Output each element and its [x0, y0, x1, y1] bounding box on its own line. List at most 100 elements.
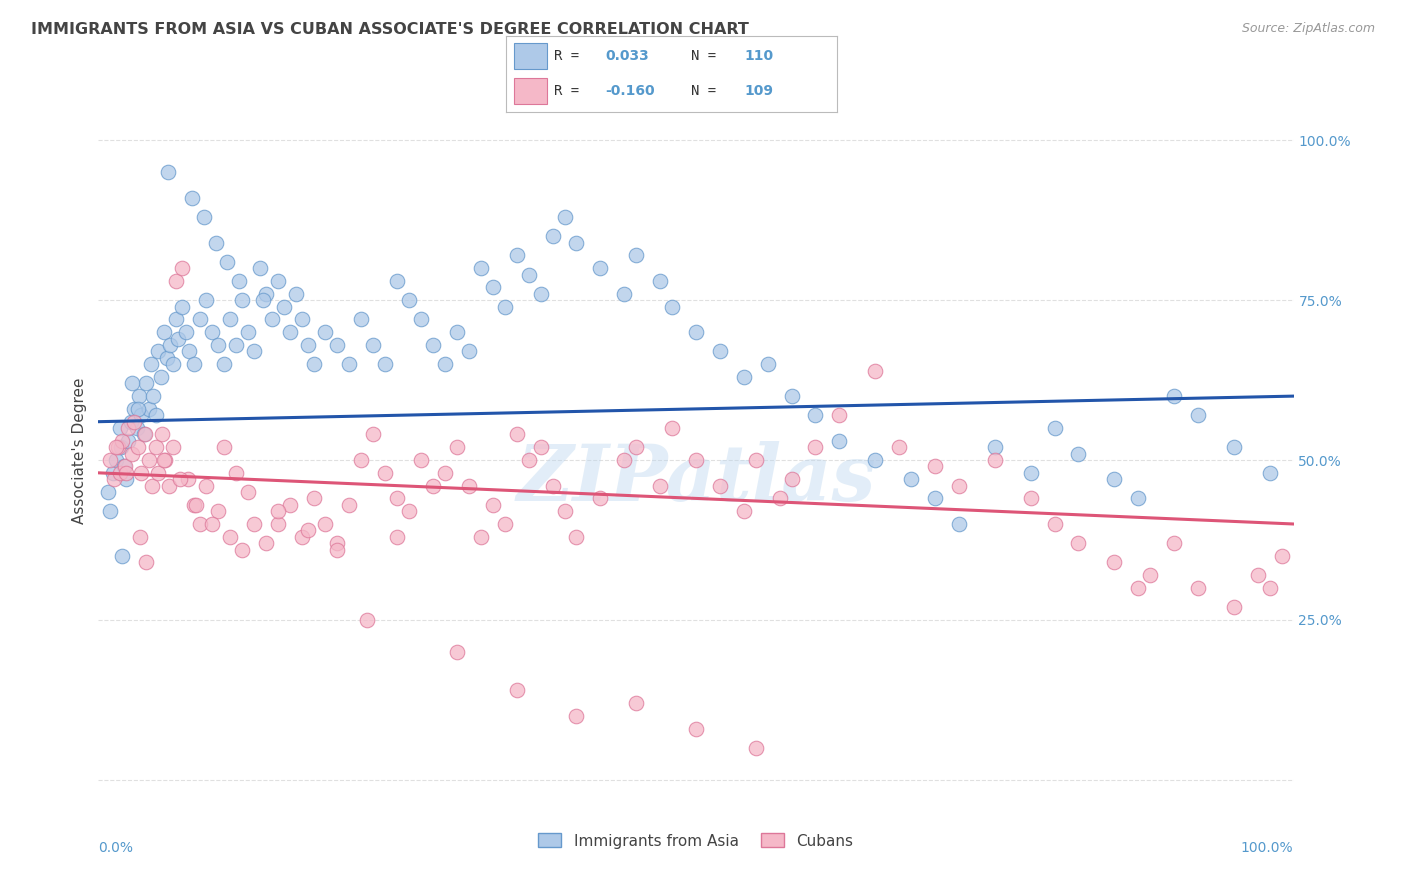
Point — [1043, 516, 1066, 531]
Point — [889, 440, 911, 454]
Text: N =: N = — [692, 84, 716, 98]
Point — [201, 516, 224, 531]
Point — [1043, 421, 1066, 435]
Point — [1019, 491, 1042, 506]
Point — [530, 440, 553, 454]
Point — [212, 440, 235, 454]
Point — [506, 248, 529, 262]
Point — [153, 325, 176, 339]
Point — [145, 409, 167, 423]
Y-axis label: Associate's Degree: Associate's Degree — [72, 377, 87, 524]
Point — [458, 344, 481, 359]
Point — [124, 401, 146, 416]
Point — [1104, 472, 1126, 486]
Point — [139, 357, 162, 371]
Point — [124, 415, 146, 429]
Legend: Immigrants from Asia, Cubans: Immigrants from Asia, Cubans — [533, 828, 859, 855]
Point — [260, 312, 283, 326]
Point — [169, 472, 191, 486]
Point — [115, 472, 138, 486]
Point — [297, 524, 319, 538]
Point — [138, 401, 160, 416]
Point — [661, 421, 683, 435]
Text: ZIPatlas: ZIPatlas — [516, 442, 876, 517]
Point — [278, 325, 301, 339]
Point — [339, 498, 361, 512]
Point — [446, 645, 468, 659]
Point — [128, 389, 150, 403]
Point — [411, 453, 433, 467]
Point — [135, 376, 157, 391]
Point — [105, 453, 128, 467]
Text: 109: 109 — [744, 84, 773, 98]
Point — [506, 683, 529, 698]
Point — [108, 466, 131, 480]
Point — [1067, 447, 1090, 461]
Point — [984, 440, 1007, 454]
Point — [565, 530, 588, 544]
Point — [948, 516, 970, 531]
Point — [356, 613, 378, 627]
Point — [195, 478, 218, 492]
Point — [589, 261, 612, 276]
Point — [150, 427, 173, 442]
Point — [924, 459, 946, 474]
Point — [273, 300, 295, 314]
Point — [177, 472, 200, 486]
Point — [1163, 536, 1185, 550]
Point — [120, 415, 142, 429]
Point — [207, 338, 229, 352]
Point — [685, 453, 707, 467]
Point — [243, 516, 266, 531]
Point — [709, 478, 731, 492]
Text: R =: R = — [554, 84, 579, 98]
Point — [155, 453, 177, 467]
Point — [188, 516, 211, 531]
Point — [148, 344, 170, 359]
Point — [1258, 581, 1281, 595]
Point — [363, 427, 385, 442]
Point — [157, 478, 180, 492]
Point — [291, 530, 314, 544]
Point — [626, 696, 648, 710]
Point — [530, 286, 553, 301]
Point — [565, 235, 588, 250]
Point — [111, 549, 134, 563]
Point — [219, 530, 242, 544]
Point — [129, 530, 152, 544]
Point — [650, 478, 672, 492]
Point — [780, 389, 803, 403]
Point — [254, 536, 277, 550]
Point — [254, 286, 277, 301]
Point — [326, 338, 349, 352]
Point — [745, 453, 768, 467]
Point — [385, 530, 409, 544]
Point — [650, 274, 672, 288]
Point — [482, 280, 505, 294]
Point — [188, 312, 211, 326]
Point — [121, 376, 143, 391]
Point — [155, 351, 177, 365]
Text: -0.160: -0.160 — [605, 84, 655, 98]
Point — [236, 485, 259, 500]
Point — [105, 440, 128, 454]
Point — [350, 312, 373, 326]
Point — [589, 491, 612, 506]
Point — [179, 344, 201, 359]
Point — [228, 274, 250, 288]
Point — [278, 498, 301, 512]
Point — [865, 363, 887, 377]
Point — [110, 440, 132, 454]
Point — [141, 478, 163, 492]
Point — [494, 300, 516, 314]
Point — [434, 466, 457, 480]
Point — [374, 466, 396, 480]
Point — [554, 210, 576, 224]
Point — [470, 530, 492, 544]
Point — [159, 338, 181, 352]
Point — [145, 440, 167, 454]
Text: N =: N = — [692, 49, 716, 63]
Point — [108, 421, 131, 435]
Point — [172, 261, 194, 276]
Point — [297, 338, 319, 352]
